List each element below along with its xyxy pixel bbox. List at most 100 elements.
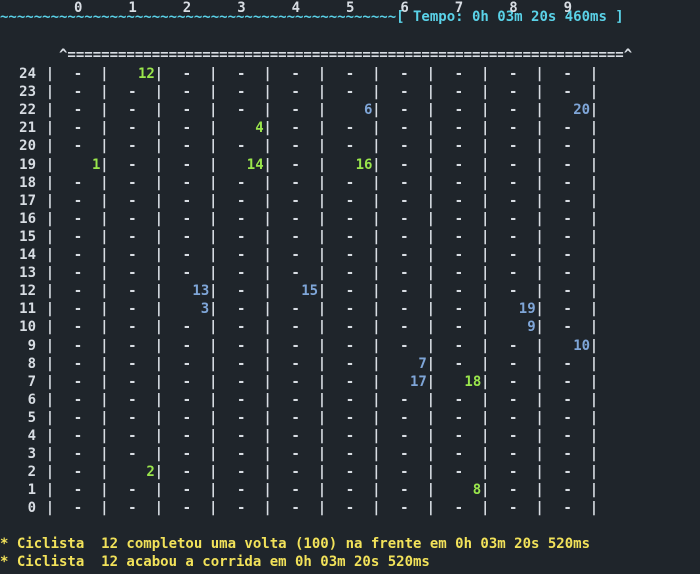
lane-separator: | [208,337,218,354]
empty-slot: - [128,192,137,209]
lane-separator: | [100,283,109,300]
lane-separator: | [372,355,381,372]
lane-separator: | [317,500,327,517]
row-label: 5 [27,409,36,426]
empty-slot: - [508,283,518,300]
lane-separator: | [480,228,490,245]
lane-separator: | [45,391,55,408]
empty-slot: - [508,156,518,173]
empty-slot: - [128,283,137,300]
lane-separator: | [372,84,381,101]
lane-separator: | [535,409,544,426]
lane-separator: | [45,66,55,82]
column-label: 4 [291,0,301,16]
lane-separator: | [154,319,164,336]
cyclist-marker: 12 [138,66,155,82]
empty-slot: - [73,500,83,517]
empty-slot: - [508,174,518,191]
lane-separator: | [45,373,55,390]
lane-separator: | [100,337,109,354]
empty-slot: - [73,446,83,463]
empty-slot: - [73,174,83,191]
cyclist-marker: 17 [410,373,427,390]
empty-slot: - [400,84,409,101]
row-label: 3 [27,446,36,463]
track-row: 19 | | | | | | | | | | | 1- -14-16- - - - [0,156,700,174]
empty-slot: - [73,464,83,481]
lane-separator: | [535,428,544,444]
empty-slot: - [508,228,518,245]
row-label: 16 [19,210,36,227]
row-label: 7 [27,373,36,390]
lane-separator: | [589,355,599,372]
lane-separator: | [535,355,544,372]
row-label: 15 [19,228,36,245]
lane-separator: | [426,66,436,82]
empty-slot: - [291,228,300,245]
empty-slot: - [291,464,300,481]
empty-slot: - [73,228,83,245]
lane-separator: | [372,500,381,517]
empty-slot: - [454,265,464,282]
lane-separator: | [480,120,490,137]
row-label: 14 [19,247,36,263]
lane-separator: | [372,337,381,354]
lane-separator: | [372,373,381,390]
lane-separator: | [154,464,164,481]
lane-separator: | [317,84,327,101]
empty-slot: - [400,319,409,336]
empty-slot: - [508,464,518,481]
empty-slot: - [291,482,300,499]
lane-separator: | [480,192,490,209]
empty-slot: - [454,66,464,82]
lane-separator: | [154,500,164,517]
column-label: 7 [454,0,464,16]
lane-separator: | [45,482,55,499]
cyclist-marker: 7 [418,355,427,372]
cyclist-marker: 6 [364,102,373,119]
empty-slot: - [73,301,83,318]
empty-slot: - [236,265,246,282]
empty-slot: - [454,174,464,191]
empty-slot: - [563,409,572,426]
lane-separator: | [154,265,164,282]
empty-slot: - [508,482,518,499]
empty-slot: - [345,247,355,263]
lane-separator: | [317,138,327,155]
empty-slot: - [400,192,409,209]
lane-separator: | [426,247,436,263]
empty-slot: - [454,228,464,245]
lane-separator: | [589,156,599,173]
empty-slot: - [563,192,572,209]
lane-separator: | [317,428,327,444]
lane-separator: | [317,373,327,390]
lane-separator: | [100,319,109,336]
lane-separator: | [372,120,381,137]
empty-slot: - [73,409,83,426]
lane-separator: | [45,102,55,119]
lane-separator: | [263,337,272,354]
empty-slot: - [345,355,355,372]
empty-slot: - [454,120,464,137]
lane-separator: | [100,482,109,499]
empty-slot: - [563,174,572,191]
empty-slot: - [291,66,300,82]
row-label: 12 [19,283,36,300]
empty-slot: - [454,301,464,318]
empty-slot: - [563,228,572,245]
row-label: 10 [19,319,36,336]
lane-separator: | [480,265,490,282]
empty-slot: - [454,283,464,300]
lane-separator: | [100,138,109,155]
lane-separator: | [589,446,599,463]
lane-separator: | [154,428,164,444]
empty-slot: - [454,156,464,173]
lane-separator: | [154,373,164,390]
column-label: 1 [128,0,137,16]
track-row: 18 | | | | | | | | | | | - - - - - - - - - - [0,174,700,192]
empty-slot: - [128,391,137,408]
empty-slot: - [73,265,83,282]
empty-slot: - [345,192,355,209]
empty-slot: - [400,464,409,481]
empty-slot: - [345,428,355,444]
